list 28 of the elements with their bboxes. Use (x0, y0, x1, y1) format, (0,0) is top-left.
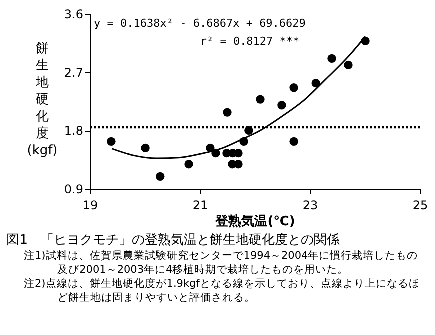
x-axis-title: 登熟気温(℃) (214, 214, 296, 230)
y-tick-label: 3.6 (64, 8, 84, 22)
point (141, 144, 150, 152)
annotation: y = 0.1638x² - 6.6867x + 69.6629 (94, 17, 306, 30)
text: 注2)点線は、餅生地硬化度が1.9kgfとなる線を示しており、点線より上になるほど餅生地は固まりやすいと評価される。 (24, 277, 421, 305)
point (278, 101, 286, 110)
point (256, 95, 265, 104)
point (184, 160, 194, 169)
annotation: r² = 0.8127 *** (200, 35, 300, 48)
y-tick-label: 2.7 (64, 66, 84, 80)
point (107, 137, 116, 146)
text: 注1)試料は、佐賀県農業試験研究センターで1994～2004年に慣行栽培したもの及び2001～2003年に4移植時期で栽培したものを用いた。 (24, 249, 420, 277)
x-tick-label: 23 (302, 198, 318, 212)
text: 図1 「ヒヨクモチ」の登熟気温と餅生地硬化度との関係 (6, 232, 340, 248)
y-axis-title: 餅生地硬化度(kgf) (27, 42, 58, 158)
point (328, 54, 336, 64)
point (290, 84, 298, 92)
point (223, 108, 232, 117)
point (344, 60, 353, 70)
point (290, 137, 298, 146)
point (156, 172, 165, 182)
point (234, 160, 243, 169)
y-tick-label: 0.9 (64, 182, 84, 196)
y-tick-label: 1.8 (64, 124, 84, 138)
x-tick-label: 19 (82, 198, 98, 212)
x-tick-label: 21 (192, 198, 208, 212)
point (312, 79, 320, 88)
x-tick-label: 25 (412, 198, 428, 212)
